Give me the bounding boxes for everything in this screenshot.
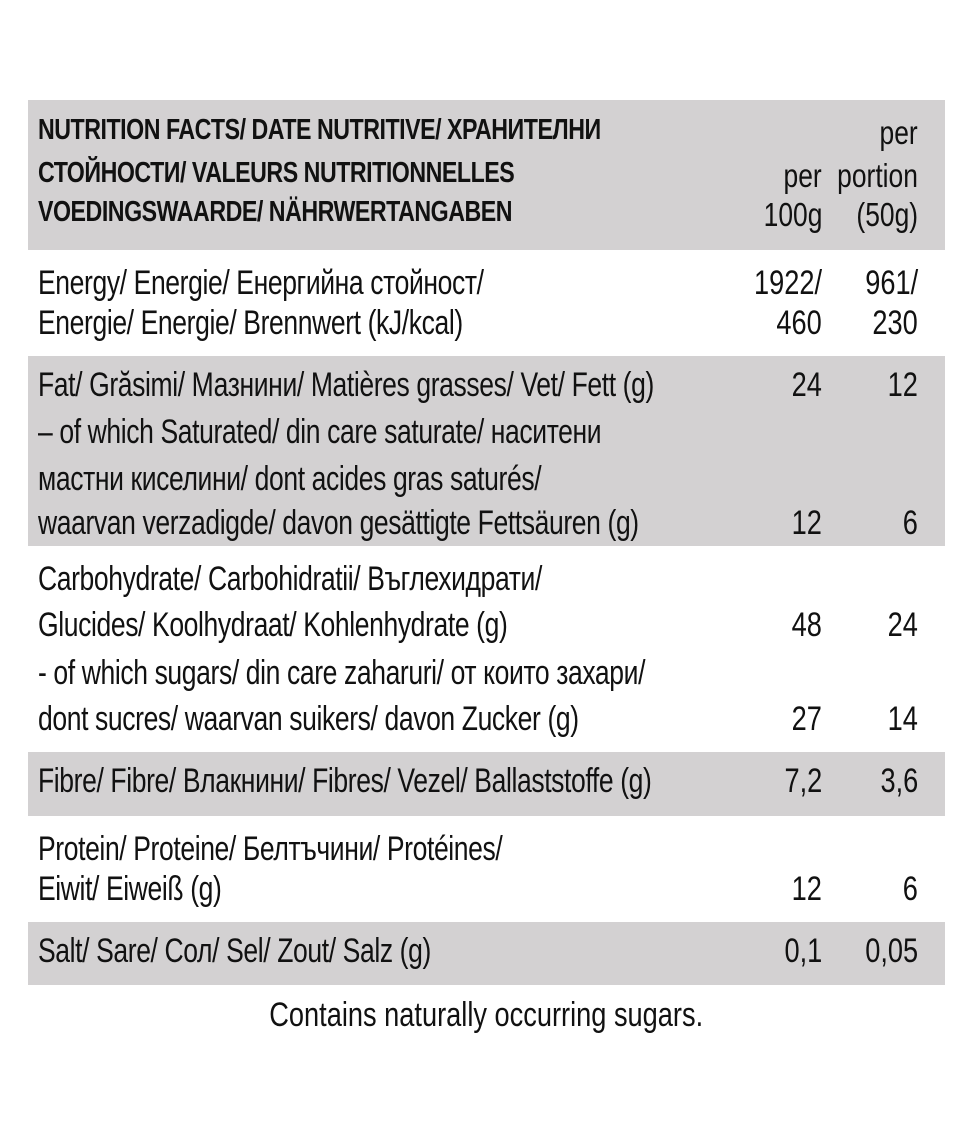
nutrient-row-energy: Energy/ Energie/ Енергийна стойност/1922… xyxy=(28,252,945,355)
value-per-portion: 12 xyxy=(887,366,918,404)
nutrient-line: Protein/ Proteine/ Белтъчини/ Protéines/ xyxy=(28,830,945,870)
value-per-portion: 14 xyxy=(887,700,918,738)
value-per-100g: 12 xyxy=(791,870,822,908)
header-line: NUTRITION FACTS/ DATE NUTRITIVE/ ХРАНИТЕ… xyxy=(28,114,945,154)
nutrient-label: waarvan verzadigde/ davon gesättigte Fet… xyxy=(38,504,639,542)
nutrient-line: dont sucres/ waarvan suikers/ davon Zuck… xyxy=(28,700,945,740)
header-line: VOEDINGSWAARDE/ NÄHRWERTANGABEN 100g (50… xyxy=(28,196,945,236)
value-per-100g: 1922/ xyxy=(753,264,822,302)
header-line: СТОЙНОСТИ/ VALEURS NUTRITIONNELLES per p… xyxy=(28,157,945,197)
value-per-portion: 3,6 xyxy=(880,762,918,800)
nutrient-line: Fat/ Grăsimi/ Мазнини/ Matières grasses/… xyxy=(28,366,945,406)
footer-text: Contains naturally occurring sugars. xyxy=(269,996,703,1034)
nutrient-line: waarvan verzadigde/ davon gesättigte Fet… xyxy=(28,504,945,544)
nutrient-label: мастни киселини/ dont acides gras saturé… xyxy=(38,460,542,498)
nutrient-row-fat: Fat/ Grăsimi/ Мазнини/ Matières grasses/… xyxy=(28,356,945,546)
header-label: СТОЙНОСТИ/ VALEURS NUTRITIONNELLES xyxy=(38,157,515,189)
nutrient-label: dont sucres/ waarvan suikers/ davon Zuck… xyxy=(38,700,579,738)
value-per-portion: 0,05 xyxy=(865,932,918,970)
value-per-100g: 7,2 xyxy=(784,762,822,800)
nutrient-label: Salt/ Sare/ Сол/ Sel/ Zout/ Salz (g) xyxy=(38,932,431,970)
nutrient-line: Energie/ Energie/ Brennwert (kJ/kcal) 460… xyxy=(28,304,945,344)
value-per-100g: 24 xyxy=(791,366,822,404)
nutrient-label: Energie/ Energie/ Brennwert (kJ/kcal) xyxy=(38,304,463,342)
value-per-portion: 6 xyxy=(902,504,918,542)
value-per-portion: 961/ xyxy=(865,264,918,302)
header-portion: (50g) xyxy=(856,196,918,233)
nutrient-label: - of which sugars/ din care zaharuri/ от… xyxy=(38,654,646,692)
header-portion: portion xyxy=(837,157,918,194)
value-per-100g: 12 xyxy=(791,504,822,542)
nutrient-line: Fibre/ Fibre/ Влакнини/ Fibres/ Vezel/ B… xyxy=(28,762,945,802)
header-per100: per xyxy=(783,157,822,194)
nutrient-label: Fibre/ Fibre/ Влакнини/ Fibres/ Vezel/ B… xyxy=(38,762,652,800)
header-portion: per xyxy=(879,114,918,151)
nutrient-line: Carbohydrate/ Carbohidratii/ Въглехидрат… xyxy=(28,560,945,600)
nutrient-row-protein: Protein/ Proteine/ Белтъчини/ Protéines/… xyxy=(28,818,945,921)
header-label: NUTRITION FACTS/ DATE NUTRITIVE/ ХРАНИТЕ… xyxy=(38,114,601,146)
nutrient-line: Eiwit/ Eiweiß (g) 12 6 xyxy=(28,870,945,910)
nutrient-label: Energy/ Energie/ Енергийна стойност/ xyxy=(38,264,484,302)
nutrient-label: Glucides/ Koolhydraat/ Kohlenhydrate (g) xyxy=(38,606,508,644)
table-header: NUTRITION FACTS/ DATE NUTRITIVE/ ХРАНИТЕ… xyxy=(28,100,945,250)
nutrient-label: Protein/ Proteine/ Белтъчини/ Protéines/ xyxy=(38,830,503,868)
value-per-100g: 460 xyxy=(776,304,822,342)
nutrient-row-fibre: Fibre/ Fibre/ Влакнини/ Fibres/ Vezel/ B… xyxy=(28,752,945,816)
header-label: VOEDINGSWAARDE/ NÄHRWERTANGABEN xyxy=(38,196,513,228)
nutrient-line: Salt/ Sare/ Сол/ Sel/ Zout/ Salz (g) 0,1 0… xyxy=(28,932,945,972)
nutrient-label: Fat/ Grăsimi/ Мазнини/ Matières grasses/… xyxy=(38,366,654,404)
value-per-100g: 27 xyxy=(791,700,822,738)
nutrient-line: – of which Saturated/ din care saturate/… xyxy=(28,413,945,453)
nutrient-label: Eiwit/ Eiweiß (g) xyxy=(38,870,222,908)
nutrient-row-carbohydrate: Carbohydrate/ Carbohidratii/ Въглехидрат… xyxy=(28,546,945,752)
value-per-portion: 230 xyxy=(872,304,918,342)
header-per100: 100g xyxy=(763,196,822,233)
nutrient-line: Glucides/ Koolhydraat/ Kohlenhydrate (g)… xyxy=(28,606,945,646)
nutrient-line: Energy/ Energie/ Енергийна стойност/1922… xyxy=(28,264,945,304)
nutrient-line: мастни киселини/ dont acides gras saturé… xyxy=(28,460,945,500)
nutrient-label: – of which Saturated/ din care saturate/… xyxy=(38,413,602,451)
nutrient-label: Carbohydrate/ Carbohidratii/ Въглехидрат… xyxy=(38,560,542,598)
nutrient-row-salt: Salt/ Sare/ Сол/ Sel/ Zout/ Salz (g) 0,1 0… xyxy=(28,922,945,985)
value-per-portion: 24 xyxy=(887,606,918,644)
value-per-100g: 0,1 xyxy=(784,932,822,970)
value-per-portion: 6 xyxy=(902,870,918,908)
value-per-100g: 48 xyxy=(791,606,822,644)
nutrient-line: - of which sugars/ din care zaharuri/ от… xyxy=(28,654,945,694)
footer-note: Contains naturally occurring sugars. xyxy=(0,996,972,1035)
